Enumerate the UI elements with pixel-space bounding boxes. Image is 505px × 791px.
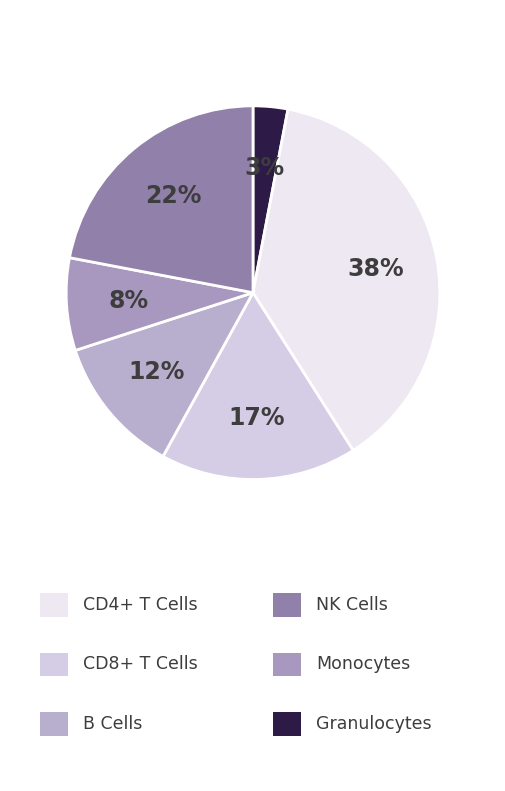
Text: Monocytes: Monocytes	[316, 656, 410, 673]
Text: 17%: 17%	[228, 406, 285, 430]
Text: B Cells: B Cells	[83, 715, 142, 732]
Text: 22%: 22%	[145, 184, 201, 208]
Text: 8%: 8%	[108, 289, 148, 312]
Text: CD8+ T Cells: CD8+ T Cells	[83, 656, 198, 673]
Wedge shape	[252, 109, 439, 450]
Text: CD4+ T Cells: CD4+ T Cells	[83, 596, 198, 614]
Wedge shape	[69, 106, 252, 293]
Wedge shape	[66, 258, 252, 350]
Text: 3%: 3%	[244, 156, 284, 180]
Text: Granulocytes: Granulocytes	[316, 715, 431, 732]
Text: 38%: 38%	[347, 257, 403, 282]
Text: NK Cells: NK Cells	[316, 596, 387, 614]
Wedge shape	[252, 106, 287, 293]
Wedge shape	[163, 293, 352, 479]
Text: 12%: 12%	[128, 361, 184, 384]
Wedge shape	[75, 293, 252, 456]
